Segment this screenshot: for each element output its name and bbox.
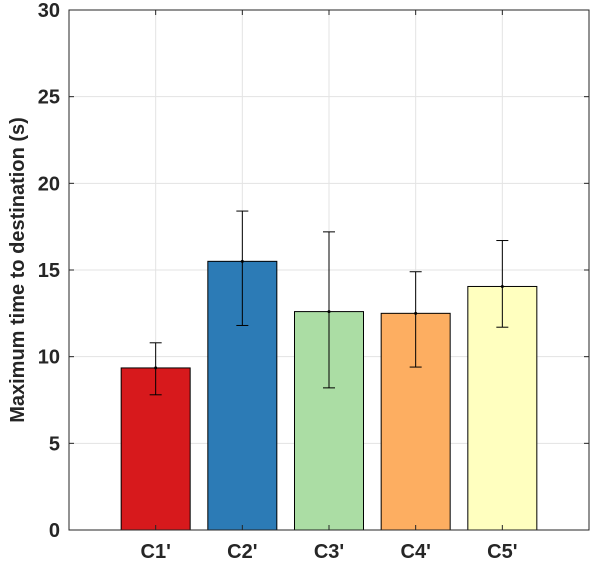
error-bar-center (414, 311, 418, 315)
error-bar-center (500, 284, 504, 288)
x-tick-label: C5' (487, 541, 517, 563)
x-tick-label: C4' (401, 541, 431, 563)
y-tick-label: 15 (38, 260, 60, 282)
error-bar-center (327, 310, 331, 314)
x-tick-label: C2' (227, 541, 257, 563)
y-tick-label: 0 (49, 520, 60, 542)
x-tick-label: C1' (141, 541, 171, 563)
y-tick-label: 25 (38, 87, 60, 109)
x-tick-label: C3' (314, 541, 344, 563)
axis-ticks (69, 9, 589, 531)
y-tick-label: 10 (38, 347, 60, 369)
error-bars (149, 210, 509, 396)
x-tick-labels: C1' C2' C3' C4' C5' (141, 541, 518, 563)
error-bar-center (154, 366, 158, 370)
error-bar-center (240, 259, 244, 263)
y-tick-label: 30 (38, 0, 60, 22)
y-axis-label: Maximum time to destination (s) (7, 117, 29, 423)
y-tick-label: 5 (49, 433, 60, 455)
y-tick-label: 20 (38, 173, 60, 195)
y-tick-labels: 0 5 10 15 20 25 30 (38, 0, 60, 542)
